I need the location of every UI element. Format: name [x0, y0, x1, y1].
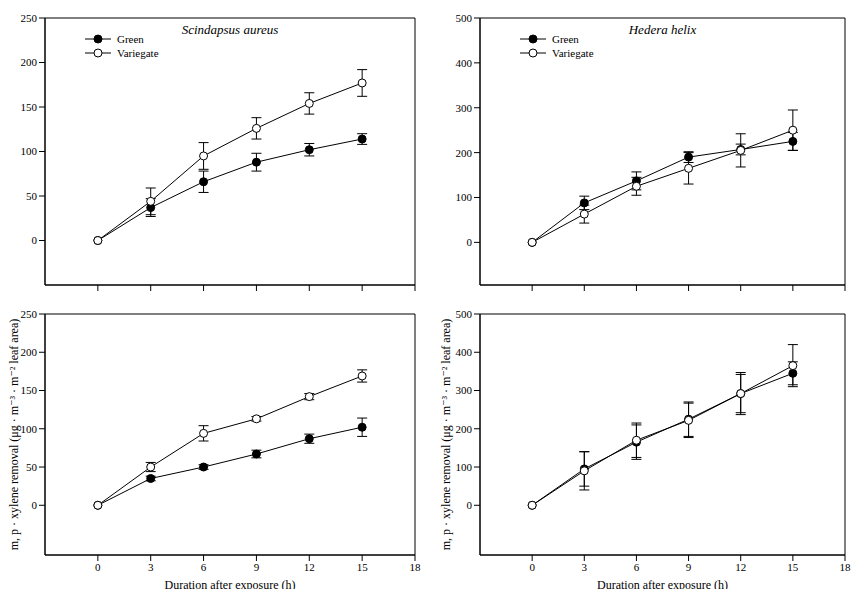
html-text:Scindapsus aureus: Scindapsus aureus [181, 22, 279, 37]
svg-text:0: 0 [32, 499, 38, 511]
svg-text:400: 400 [456, 57, 473, 69]
svg-text:18: 18 [410, 561, 422, 573]
svg-text:150: 150 [21, 384, 38, 396]
svg-text:100: 100 [21, 145, 38, 157]
svg-text:200: 200 [21, 346, 38, 358]
svg-text:m, p · xylene removal (μg · m⁻: m, p · xylene removal (μg · m⁻³ · m⁻² le… [8, 319, 21, 551]
svg-text:6: 6 [201, 561, 207, 573]
html-text:Variegate: Variegate [552, 47, 594, 59]
svg-text:200: 200 [456, 147, 473, 159]
svg-text:50: 50 [26, 190, 38, 202]
svg-text:12: 12 [304, 561, 315, 573]
svg-text:500: 500 [456, 12, 473, 24]
html-text:Green: Green [552, 33, 579, 45]
html-text:Variegate: Variegate [117, 47, 159, 59]
svg-text:400: 400 [456, 346, 473, 358]
svg-text:300: 300 [456, 102, 473, 114]
svg-text:100: 100 [21, 423, 38, 435]
html-text:Green: Green [117, 33, 144, 45]
svg-text:0: 0 [529, 561, 535, 573]
svg-text:100: 100 [456, 191, 473, 203]
svg-text:9: 9 [254, 561, 260, 573]
svg-text:0: 0 [467, 236, 473, 248]
svg-text:200: 200 [456, 423, 473, 435]
svg-text:12: 12 [735, 561, 746, 573]
svg-text:200: 200 [21, 56, 38, 68]
svg-text:250: 250 [21, 12, 38, 24]
svg-text:100: 100 [456, 461, 473, 473]
svg-text:3: 3 [582, 561, 588, 573]
svg-text:Duration after exposure (h): Duration after exposure (h) [165, 578, 296, 589]
svg-text:9: 9 [686, 561, 692, 573]
svg-text:50: 50 [26, 461, 38, 473]
svg-text:3: 3 [148, 561, 154, 573]
svg-text:0: 0 [32, 234, 38, 246]
svg-text:18: 18 [840, 561, 852, 573]
svg-text:15: 15 [787, 561, 799, 573]
svg-text:150: 150 [21, 101, 38, 113]
svg-text:300: 300 [456, 384, 473, 396]
svg-text:0: 0 [467, 499, 473, 511]
svg-text:Duration after exposure (h): Duration after exposure (h) [597, 578, 728, 589]
svg-text:m, p · xylene removal (μg · m⁻: m, p · xylene removal (μg · m⁻³ · m⁻² le… [439, 319, 453, 551]
svg-text:0: 0 [95, 561, 101, 573]
svg-text:15: 15 [357, 561, 369, 573]
svg-text:500: 500 [456, 308, 473, 320]
svg-text:6: 6 [634, 561, 640, 573]
html-text:Hedera helix: Hedera helix [628, 22, 697, 37]
svg-text:250: 250 [21, 308, 38, 320]
